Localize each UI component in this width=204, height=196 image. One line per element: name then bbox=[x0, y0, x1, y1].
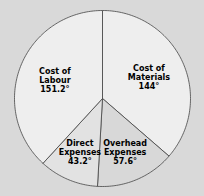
svg-text:OverheadExpenses57.6°: OverheadExpenses57.6° bbox=[103, 139, 147, 166]
svg-text:Cost ofMaterials144°: Cost ofMaterials144° bbox=[128, 64, 170, 91]
svg-text:DirectExpenses43.2°: DirectExpenses43.2° bbox=[59, 139, 102, 166]
svg-text:Cost ofLabour151.2°: Cost ofLabour151.2° bbox=[39, 67, 71, 94]
